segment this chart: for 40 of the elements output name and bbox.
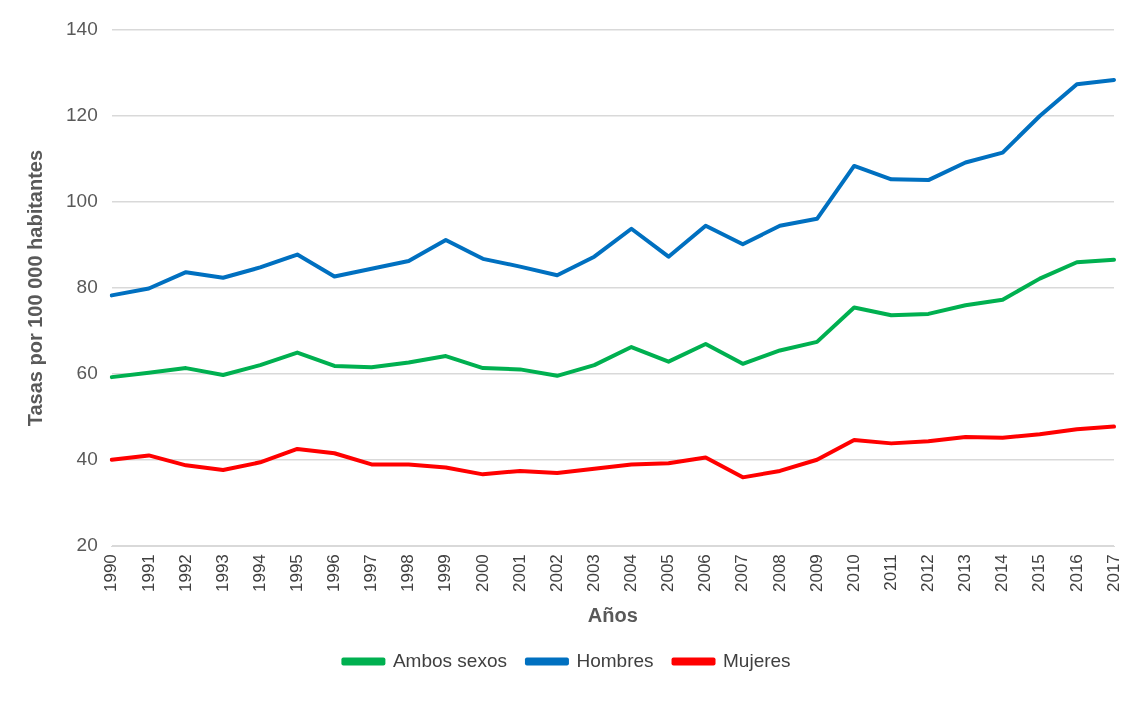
y-tick-label: 140: [66, 18, 98, 40]
x-tick-label: 2010: [843, 554, 863, 593]
y-tick-label: 60: [76, 362, 98, 384]
x-tick-label: 1991: [138, 554, 158, 593]
x-tick-label: 2011: [880, 554, 900, 591]
x-tick-label: 2004: [621, 554, 641, 593]
x-tick-label: 1997: [361, 554, 381, 593]
x-tick-label: 1990: [101, 554, 121, 593]
x-tick-label: 1995: [287, 554, 306, 593]
x-tick-label: 2016: [1066, 554, 1086, 593]
x-tick-label: 2007: [732, 554, 752, 593]
x-tick-label: 1994: [249, 554, 269, 593]
y-tick-label: 80: [76, 276, 98, 298]
x-tick-label: 2000: [472, 554, 492, 593]
x-tick-label: 1996: [324, 554, 344, 593]
y-axis-title: Tasas por 100 000 habitantes: [23, 149, 46, 427]
y-tick-label: 120: [66, 104, 98, 126]
legend-label: Hombres: [576, 649, 654, 671]
y-tick-label: 100: [66, 190, 98, 212]
x-tick-label: 2005: [658, 554, 678, 593]
x-tick-label: 2009: [806, 554, 826, 593]
x-tick-label: 2013: [955, 554, 975, 593]
x-tick-label: 1999: [435, 554, 455, 593]
x-tick-label: 1998: [398, 554, 418, 593]
x-tick-label: 2015: [1029, 554, 1049, 593]
x-tick-label: 2001: [509, 554, 529, 593]
legend-label: Mujeres: [723, 649, 791, 671]
x-tick-label: 2014: [992, 554, 1012, 593]
x-tick-label: 2012: [918, 554, 938, 593]
x-tick-label: 1992: [175, 554, 195, 593]
x-tick-label: 2002: [546, 554, 566, 593]
x-axis-title: Años: [587, 603, 638, 626]
legend-label: Ambos sexos: [392, 649, 507, 671]
y-tick-label: 20: [76, 534, 98, 556]
x-tick-label: 1993: [212, 554, 232, 593]
x-tick-label: 2003: [583, 554, 603, 593]
y-tick-label: 40: [76, 448, 98, 470]
x-tick-label: 2017: [1103, 554, 1123, 593]
x-tick-label: 2006: [695, 554, 715, 593]
x-tick-label: 2008: [769, 554, 789, 593]
